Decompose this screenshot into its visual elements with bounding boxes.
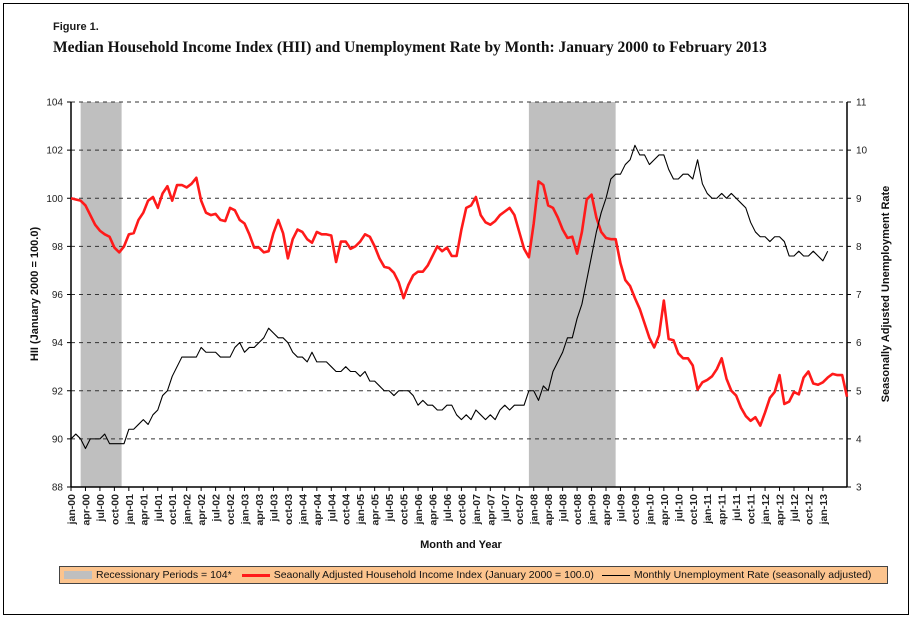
x-tick-label: jul-01 — [153, 494, 165, 523]
x-tick-label: oct-12 — [803, 494, 815, 525]
x-tick-label: oct-06 — [456, 494, 468, 525]
x-tick-label: jan-12 — [760, 494, 772, 526]
legend-swatch-recession — [64, 571, 92, 579]
x-tick-label: apr-12 — [775, 494, 787, 526]
legend-label-unemployment: Monthly Unemployment Rate (seasonally ad… — [633, 569, 872, 581]
legend-swatch-income — [241, 573, 270, 577]
figure-label: Figure 1. — [53, 21, 99, 33]
x-tick-label: apr-03 — [254, 494, 266, 526]
recession-band-1 — [80, 102, 122, 487]
x-tick-label: oct-10 — [688, 494, 700, 525]
x-tick-label: oct-07 — [514, 494, 526, 525]
y-left-tick-label: 104 — [46, 98, 63, 109]
x-tick-label: apr-09 — [601, 494, 613, 526]
y-axis-right-title: Seasonally Adjusted Unemployment Rate — [880, 186, 892, 403]
x-tick-label: jan-01 — [124, 494, 136, 526]
x-tick-label: jan-13 — [818, 494, 830, 526]
x-tick-label: apr-10 — [659, 494, 671, 526]
x-tick-label: jul-06 — [442, 494, 454, 523]
unemployment-rate-line — [70, 144, 829, 450]
x-tick-label: jul-10 — [673, 494, 685, 523]
y-right-tick-label: 9 — [856, 194, 862, 205]
chart-title: Median Household Income Index (HII) and … — [53, 39, 767, 56]
legend-item-recession: Recessionary Periods = 104* — [60, 569, 232, 581]
x-tick-label: apr-07 — [485, 494, 497, 526]
x-tick-label: jul-02 — [211, 494, 223, 523]
x-tick-label: oct-08 — [572, 494, 584, 525]
x-tick-label: jan-09 — [587, 494, 599, 526]
x-tick-label: jul-11 — [731, 494, 743, 522]
x-tick-label: apr-11 — [717, 494, 729, 525]
y-left-tick-label: 92 — [52, 386, 64, 397]
y-left-tick-label: 102 — [46, 146, 63, 157]
x-tick-label: jul-03 — [268, 494, 280, 523]
x-tick-label: apr-01 — [138, 494, 150, 526]
x-tick-label: jul-12 — [789, 494, 801, 523]
x-tick-label: jan-05 — [355, 494, 367, 526]
y-right-tick-label: 10 — [856, 146, 868, 157]
x-tick-label: jan-00 — [66, 494, 78, 526]
series-layer — [70, 144, 849, 450]
legend: Recessionary Periods = 104* Seaonally Ad… — [59, 566, 888, 584]
income-index-line — [70, 176, 849, 427]
y-right-tick-label: 8 — [856, 242, 862, 253]
legend-item-income: Seaonally Adjusted Household Income Inde… — [232, 569, 594, 581]
y-right-tick-label: 6 — [856, 338, 862, 349]
x-tick-label: oct-03 — [283, 494, 295, 525]
x-tick-label: apr-00 — [80, 494, 92, 526]
x-tick-label: jul-09 — [615, 494, 627, 523]
x-tick-label: apr-06 — [427, 494, 439, 526]
y-left-tick-label: 88 — [52, 483, 64, 494]
figure-frame — [3, 3, 909, 615]
x-tick-label: jan-02 — [182, 494, 194, 526]
legend-item-unemployment: Monthly Unemployment Rate (seasonally ad… — [594, 569, 872, 581]
x-tick-label: jul-08 — [558, 494, 570, 523]
x-tick-label: oct-05 — [399, 494, 411, 525]
x-axis-title: Month and Year — [420, 539, 502, 551]
x-tick-label: apr-04 — [312, 494, 324, 526]
x-tick-label: jul-07 — [500, 494, 512, 523]
x-tick-label: oct-02 — [225, 494, 237, 525]
x-tick-label: apr-05 — [370, 494, 382, 526]
legend-label-income: Seaonally Adjusted Household Income Inde… — [273, 569, 594, 581]
y-right-tick-label: 4 — [856, 434, 862, 445]
legend-swatch-unemployment — [601, 574, 630, 576]
x-tick-label: jan-08 — [529, 494, 541, 526]
x-tick-label: jan-03 — [240, 494, 252, 526]
x-tick-label: jan-06 — [413, 494, 425, 526]
x-tick-label: oct-00 — [109, 494, 121, 525]
x-tick-label: jan-11 — [702, 494, 714, 525]
x-tick-label: oct-04 — [341, 494, 353, 525]
y-right-tick-label: 3 — [856, 483, 862, 494]
y-right-tick-label: 7 — [856, 290, 862, 301]
y-axis-left-title: HII (January 2000 = 100.0) — [29, 227, 41, 362]
x-tick-label: jan-10 — [644, 494, 656, 526]
legend-label-recession: Recessionary Periods = 104* — [96, 569, 232, 581]
y-right-tick-label: 5 — [856, 386, 862, 397]
y-left-tick-label: 100 — [46, 194, 63, 205]
y-left-tick-label: 98 — [52, 242, 64, 253]
x-tick-label: jan-04 — [297, 494, 309, 526]
y-right-tick-label: 11 — [856, 98, 867, 109]
x-tick-label: jul-05 — [384, 494, 396, 523]
x-tick-label: oct-09 — [630, 494, 642, 525]
x-tick-label: apr-08 — [543, 494, 555, 526]
x-tick-label: jul-00 — [95, 494, 107, 523]
x-tick-label: oct-01 — [167, 494, 179, 525]
x-tick-label: jul-04 — [326, 494, 338, 523]
y-left-tick-label: 94 — [52, 338, 64, 349]
x-tick-label: apr-02 — [196, 494, 208, 526]
y-left-tick-label: 96 — [52, 290, 64, 301]
y-left-tick-label: 90 — [52, 434, 64, 445]
x-tick-label: oct-11 — [746, 494, 758, 525]
x-tick-label: jan-07 — [471, 494, 483, 526]
